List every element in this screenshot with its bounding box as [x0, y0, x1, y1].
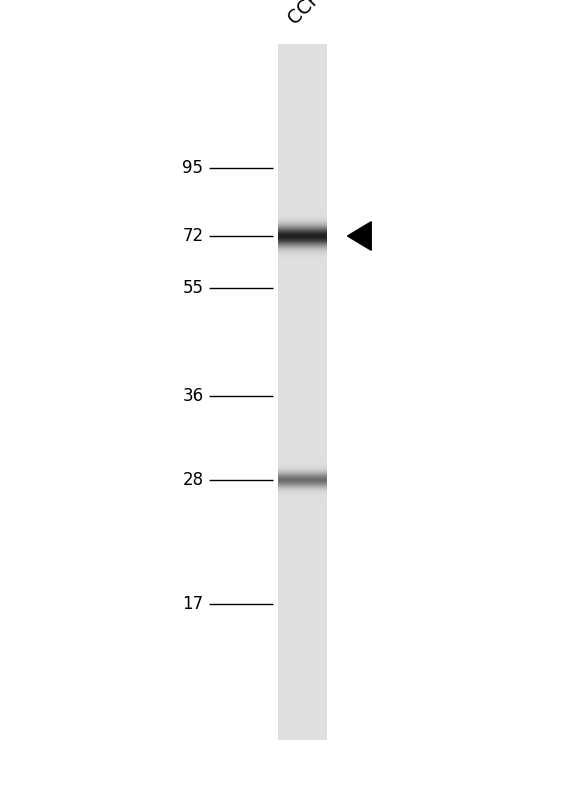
Text: 36: 36: [182, 387, 203, 405]
Text: 95: 95: [182, 159, 203, 177]
Text: 72: 72: [182, 227, 203, 245]
Polygon shape: [347, 222, 371, 250]
Text: 28: 28: [182, 471, 203, 489]
Text: 55: 55: [182, 279, 203, 297]
Text: CCRF-CEM: CCRF-CEM: [284, 0, 367, 28]
Text: 17: 17: [182, 595, 203, 613]
